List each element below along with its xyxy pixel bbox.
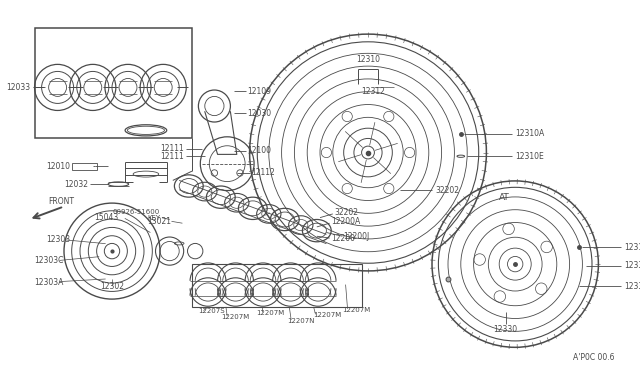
Text: 12330: 12330 <box>493 325 518 334</box>
Text: 32202: 32202 <box>334 208 358 217</box>
Text: 12333: 12333 <box>624 262 640 270</box>
Text: 12207M: 12207M <box>342 307 371 312</box>
Text: 12331: 12331 <box>624 282 640 291</box>
Text: 00926-51600: 00926-51600 <box>113 209 160 215</box>
Bar <box>35 28 192 138</box>
Bar <box>192 264 362 307</box>
Text: 12312: 12312 <box>362 87 385 96</box>
Text: 12100: 12100 <box>248 146 272 155</box>
Text: 12207M: 12207M <box>256 310 284 316</box>
Text: A'P0C 00.6: A'P0C 00.6 <box>573 353 614 362</box>
Text: 12010: 12010 <box>47 162 70 171</box>
Text: KEY: KEY <box>147 215 160 221</box>
Text: 12111: 12111 <box>161 152 184 161</box>
Text: 32202: 32202 <box>435 186 459 195</box>
Bar <box>72 163 97 170</box>
Text: 12033: 12033 <box>6 83 31 92</box>
Text: 12207M: 12207M <box>314 312 342 318</box>
Text: 15043: 15043 <box>94 213 118 222</box>
Text: 12030: 12030 <box>248 109 272 118</box>
Text: 12310A: 12310A <box>515 129 545 138</box>
Text: 12032: 12032 <box>65 180 88 189</box>
Text: 12302: 12302 <box>100 282 124 291</box>
Text: 12303A: 12303A <box>35 278 64 287</box>
Text: 12111: 12111 <box>161 144 184 153</box>
Text: 12207S: 12207S <box>198 308 225 314</box>
Text: 12200: 12200 <box>331 234 355 243</box>
Text: 13021: 13021 <box>147 217 171 226</box>
Text: 12200A: 12200A <box>331 217 360 226</box>
Text: 12207M: 12207M <box>221 314 249 320</box>
Text: 12303: 12303 <box>46 235 70 244</box>
Text: 12200J: 12200J <box>344 232 370 241</box>
Text: 12109: 12109 <box>248 87 272 96</box>
Text: AT: AT <box>499 193 510 202</box>
Text: 12310: 12310 <box>356 55 380 64</box>
Text: 12112: 12112 <box>251 169 275 177</box>
Text: 12310E: 12310E <box>515 152 544 161</box>
Text: 12207N: 12207N <box>287 318 314 324</box>
Text: 12303C: 12303C <box>35 256 64 265</box>
Text: FRONT: FRONT <box>48 197 74 206</box>
Text: 12310A: 12310A <box>624 243 640 252</box>
